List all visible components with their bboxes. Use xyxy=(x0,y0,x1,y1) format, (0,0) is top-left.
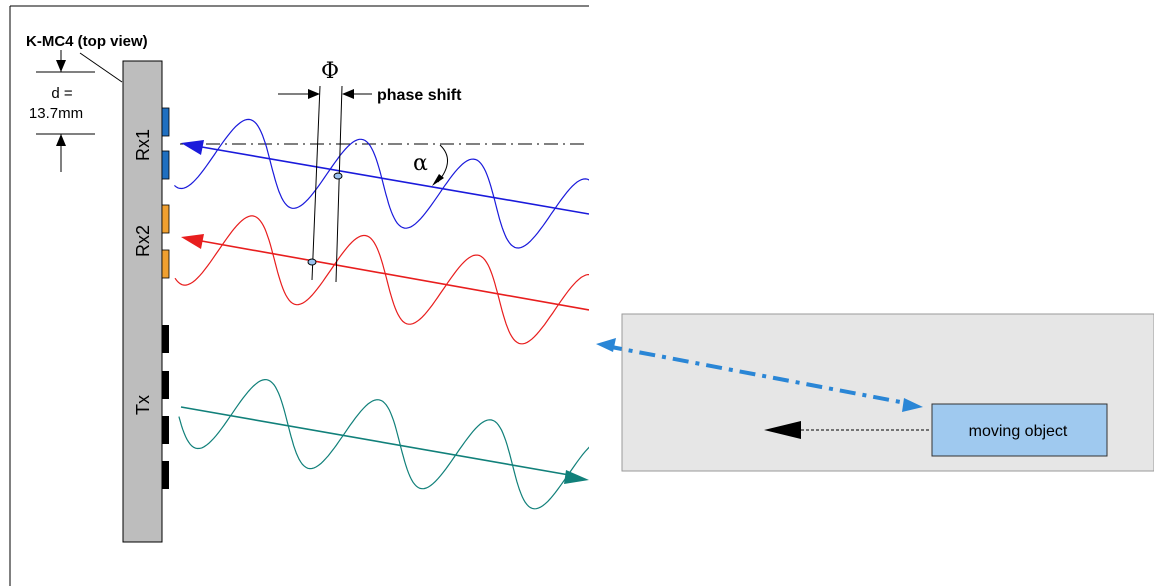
tx-label: Tx xyxy=(133,395,153,415)
moving-object-box xyxy=(931,403,1108,457)
phase-marker-line xyxy=(335,85,343,283)
tx-pad xyxy=(162,325,169,353)
rx2-direction-line xyxy=(195,239,589,311)
tx-direction-line xyxy=(180,406,576,477)
rx1-phase-point xyxy=(333,172,343,180)
moving-object-label: moving object xyxy=(969,423,1068,440)
phase-symbol: Φ xyxy=(321,59,339,84)
rx2-pad xyxy=(161,249,170,279)
rx2-label: Rx2 xyxy=(133,225,153,257)
spacing-label-line1: d = xyxy=(51,85,73,102)
rx1-direction-line xyxy=(195,145,589,215)
angle-arrowhead xyxy=(432,174,444,186)
title-leader-line xyxy=(79,52,123,83)
motion-arrowhead xyxy=(764,421,801,439)
spacing-label-line2: 13.7mm xyxy=(29,105,83,122)
rx2-pad xyxy=(161,204,170,234)
tx-arrowhead xyxy=(564,470,589,484)
tx-pad xyxy=(162,416,169,444)
dimension-arrowhead-top xyxy=(56,60,66,72)
tx-pad xyxy=(162,461,169,489)
tx-pad xyxy=(162,371,169,399)
rx2-wave xyxy=(174,215,589,345)
rx1-pad xyxy=(161,107,170,137)
rx2-phase-point xyxy=(307,258,317,266)
rx1-label: Rx1 xyxy=(133,129,153,161)
phase-marker-line xyxy=(311,85,321,281)
rx1-pad xyxy=(161,150,170,180)
phase-shift-label: phase shift xyxy=(377,87,462,104)
angle-symbol: α xyxy=(413,151,428,176)
reflection-arrowhead-left xyxy=(596,338,616,352)
phase-arrowhead-right xyxy=(342,89,354,99)
rx1-arrowhead xyxy=(181,140,204,155)
rx1-wave xyxy=(174,118,589,249)
module-board xyxy=(122,60,163,543)
rx2-arrowhead xyxy=(181,234,204,249)
module-title: K-MC4 (top view) xyxy=(26,33,148,50)
dimension-arrowhead-bottom xyxy=(56,134,66,146)
tx-wave xyxy=(178,378,589,510)
phase-arrowhead-left xyxy=(308,89,320,99)
reflection-arrowhead-right xyxy=(902,398,923,412)
